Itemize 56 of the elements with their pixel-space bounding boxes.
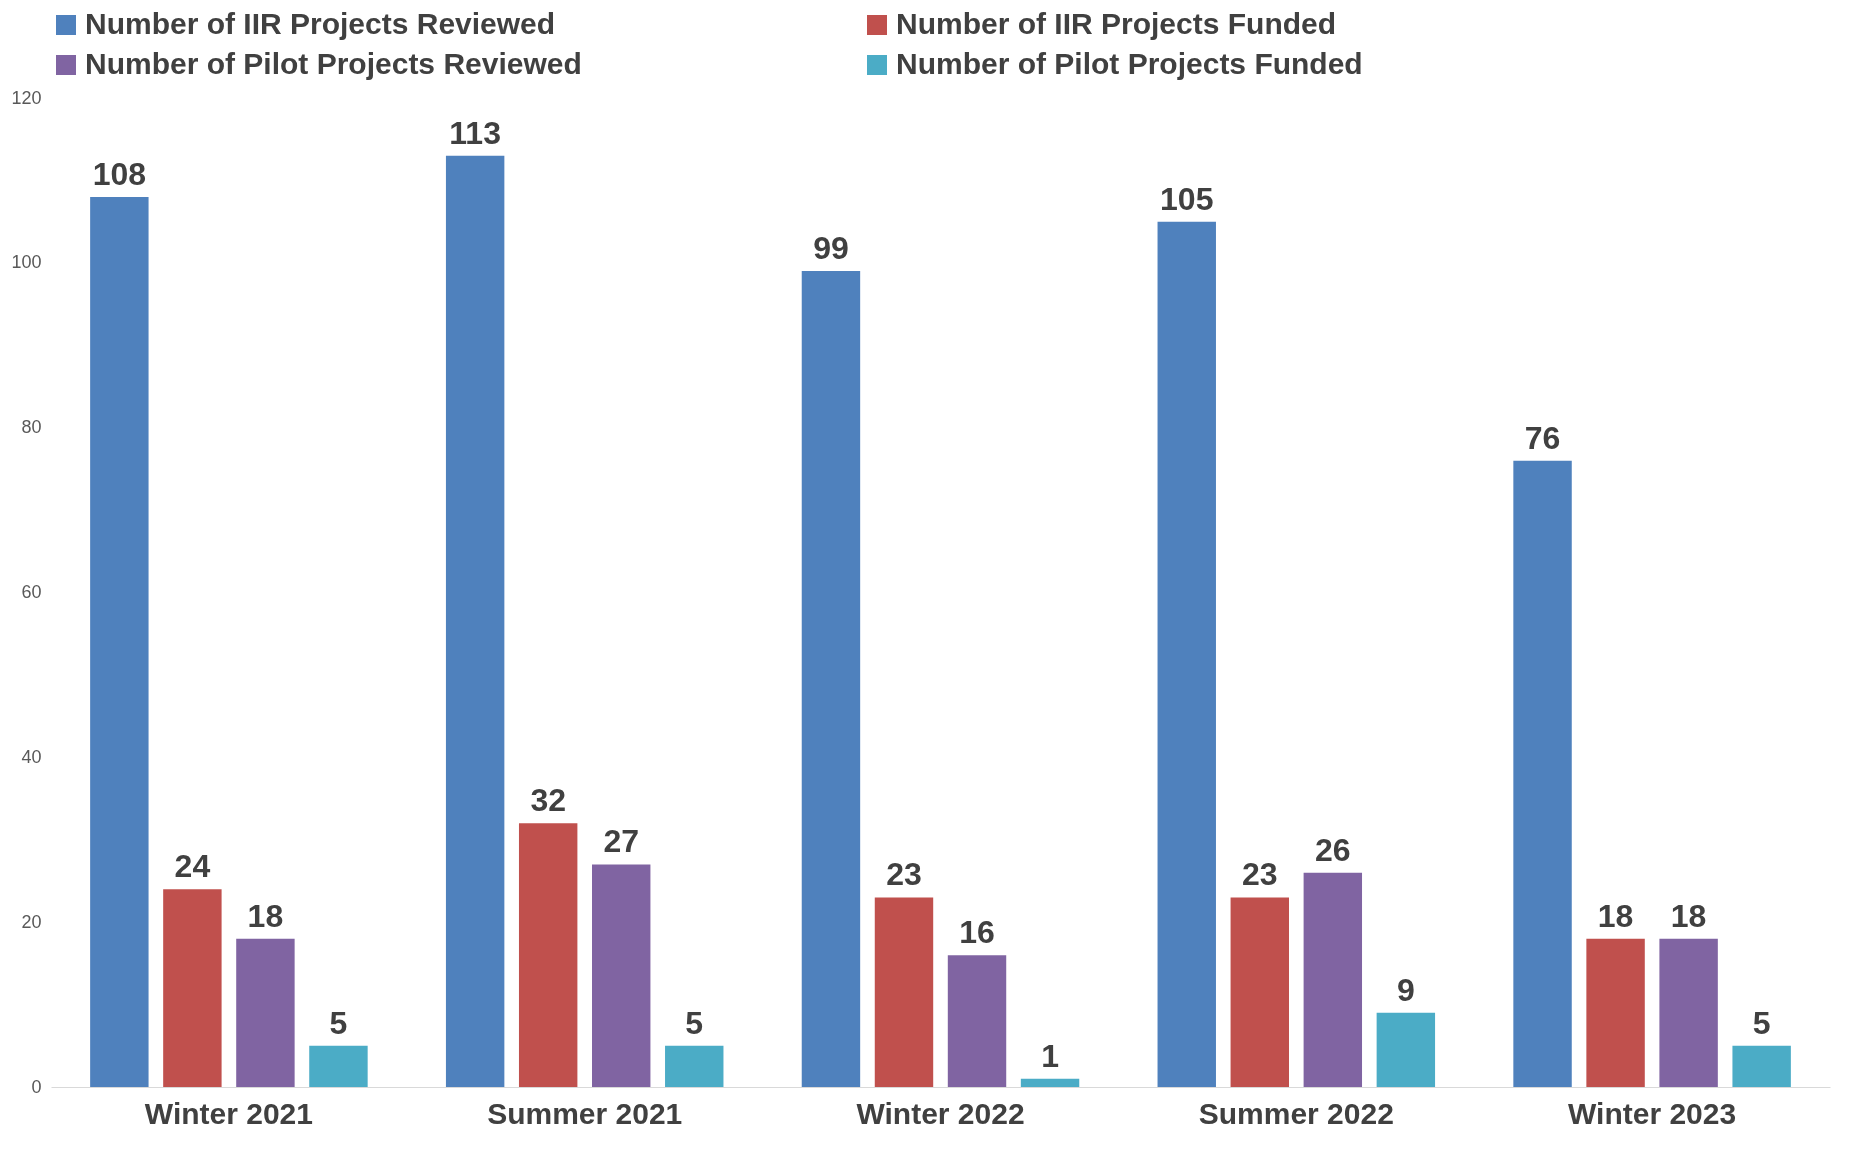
bar — [1732, 1045, 1791, 1087]
bar — [1230, 897, 1289, 1087]
data-label: 26 — [1315, 831, 1351, 868]
legend-label: Number of Pilot Projects Funded — [896, 47, 1363, 80]
bar — [1513, 460, 1572, 1087]
y-tick-label: 80 — [21, 417, 42, 438]
data-label: 5 — [1752, 1004, 1771, 1041]
x-tick-label: Summer 2021 — [487, 1096, 683, 1130]
data-label: 5 — [685, 1004, 704, 1041]
data-label: 105 — [1160, 180, 1214, 217]
data-label: 5 — [329, 1004, 348, 1041]
x-tick-label: Winter 2022 — [856, 1096, 1025, 1130]
data-label: 16 — [959, 914, 995, 951]
data-label: 24 — [174, 848, 211, 885]
x-tick-label: Winter 2021 — [144, 1096, 313, 1130]
bar — [1659, 938, 1718, 1087]
y-tick-label: 120 — [11, 87, 42, 108]
x-tick-label: Winter 2023 — [1568, 1096, 1737, 1130]
data-label: 1 — [1041, 1037, 1059, 1074]
bar — [1586, 938, 1645, 1087]
bar — [90, 196, 149, 1087]
data-label: 27 — [603, 823, 640, 860]
data-label: 23 — [886, 856, 922, 893]
bar — [874, 897, 934, 1087]
bar — [1376, 1012, 1436, 1087]
data-label: 18 — [1670, 897, 1707, 934]
bar — [518, 823, 578, 1087]
y-tick-label: 20 — [21, 911, 42, 932]
bar — [801, 271, 861, 1087]
data-label: 108 — [92, 155, 147, 192]
y-tick-label: 40 — [21, 746, 42, 767]
legend-label: Number of Pilot Projects Reviewed — [85, 47, 582, 80]
y-tick-label: 60 — [21, 582, 42, 602]
y-tick-label: 100 — [11, 252, 42, 273]
y-tick-label: 0 — [31, 1076, 42, 1097]
bar — [1157, 221, 1216, 1087]
bar — [236, 938, 295, 1087]
bar — [309, 1045, 368, 1087]
legend-label: Number of IIR Projects Funded — [896, 7, 1337, 40]
bar — [1303, 872, 1363, 1087]
data-label: 18 — [1597, 897, 1634, 934]
bar — [163, 889, 222, 1087]
data-label: 23 — [1241, 856, 1278, 893]
bar — [665, 1045, 724, 1087]
x-tick-label: Summer 2022 — [1198, 1096, 1394, 1130]
data-label: 99 — [813, 230, 849, 267]
data-label: 113 — [449, 114, 501, 151]
data-label: 18 — [247, 897, 284, 934]
bar — [592, 864, 651, 1087]
bar — [1020, 1078, 1080, 1087]
data-label: 9 — [1396, 971, 1415, 1008]
legend-label: Number of IIR Projects Reviewed — [85, 7, 556, 40]
bar — [445, 155, 505, 1087]
data-label: 76 — [1524, 419, 1561, 456]
bar — [947, 955, 1007, 1087]
data-label: 32 — [530, 782, 566, 819]
